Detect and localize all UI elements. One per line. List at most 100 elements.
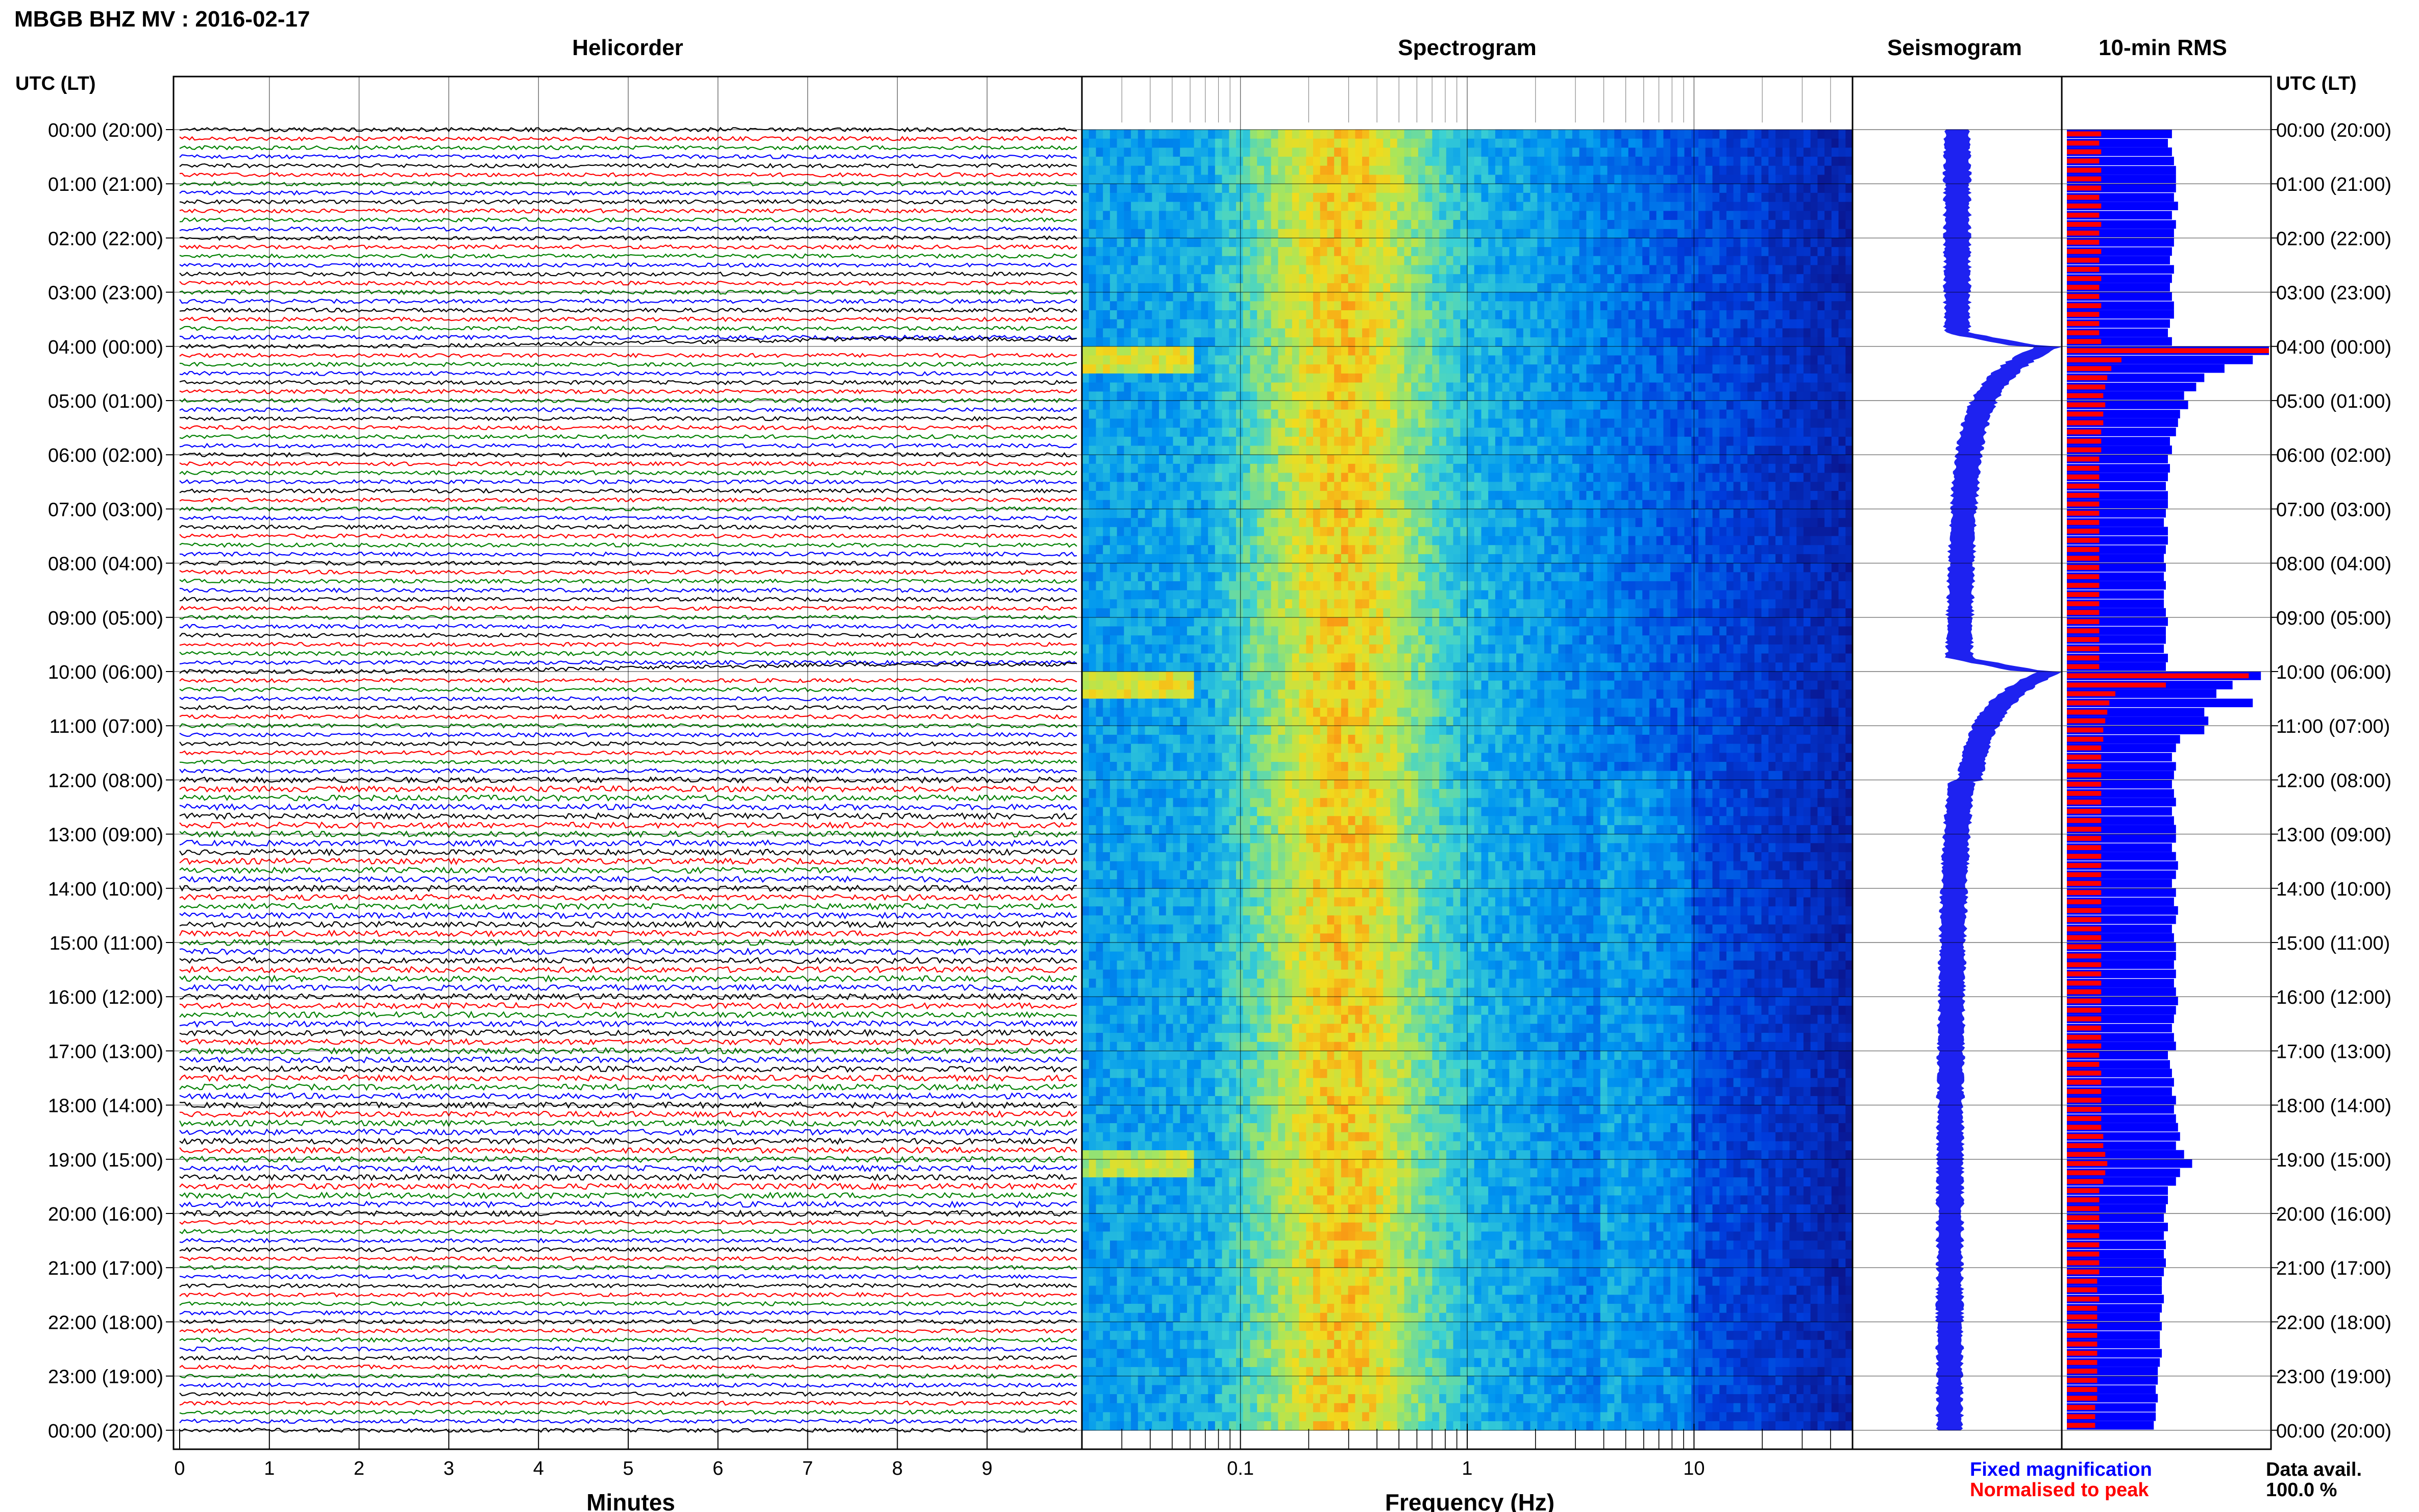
rms-bar-normalised [2067,357,2121,363]
legend-normalised: Normalised to peak [1970,1479,2149,1501]
rms-bar-normalised [2067,249,2102,254]
grid-lines [174,77,2271,1449]
rms-bar-normalised [2067,1414,2095,1419]
helicorder-title: Helicorder [572,35,683,60]
rms-bar-normalised [2067,944,2102,950]
rms-bar-normalised [2067,691,2115,697]
rms-bar-normalised [2067,1188,2100,1194]
time-label: 10:00 (06:00) [48,662,163,683]
rms-bar-normalised [2067,610,2100,615]
rms-bar-normalised [2067,393,2104,399]
time-labels-right: 00:00 (20:00) 01:00 (21:00) 02:00 (22:00) 0… [2271,120,2391,1442]
rms-bar-normalised [2067,438,2102,444]
time-label: 02:00 (22:00) [2276,228,2391,250]
rms-bar-normalised [2067,158,2100,164]
time-label: 14:00 (10:00) [48,879,163,900]
frequency-tick-label: 1 [1462,1458,1472,1479]
rms-bar-normalised [2067,935,2102,940]
minute-tick-label: 1 [264,1458,275,1479]
time-label: 09:00 (05:00) [48,608,163,629]
rms-bar-normalised [2067,1152,2106,1157]
time-label: 03:00 (23:00) [2276,283,2391,304]
rms-bar-normalised [2067,167,2102,173]
rms-bar-normalised [2067,1143,2104,1148]
time-label: 15:00 (11:00) [50,933,163,954]
time-label: 05:00 (01:00) [2276,391,2391,412]
rms-bar-normalised [2067,1170,2106,1176]
rms-bar-normalised [2067,239,2100,245]
rms-bar-normalised [2067,267,2100,272]
rms-bar-normalised [2067,718,2106,724]
rms-bar-normalised [2067,592,2100,597]
rms-bar-normalised [2067,917,2102,923]
rms-bar-normalised [2067,339,2102,344]
rms-bar-normalised [2067,772,2102,778]
minute-tick-label: 8 [892,1458,903,1479]
time-label: 21:00 (17:00) [2276,1258,2391,1279]
rms-bar-normalised [2067,1423,2095,1428]
spectrogram-title: Spectrogram [1398,35,1536,60]
rms-bar-normalised [2067,1089,2102,1094]
rms-bar-normalised [2067,745,2102,751]
rms-bar-normalised [2067,1396,2097,1401]
rms-bar-normalised [2067,285,2100,290]
rms-bar-normalised [2067,276,2102,281]
data-availability-label: Data avail. [2266,1459,2362,1480]
rms-bar-normalised [2067,700,2110,706]
time-label: 04:00 (00:00) [2276,337,2391,358]
minute-tick-label: 5 [623,1458,633,1479]
rms-bar-normalised [2067,1197,2100,1203]
time-label: 21:00 (17:00) [48,1258,163,1279]
rms-bar-normalised [2067,1125,2102,1130]
rms-bar-normalised [2067,980,2102,986]
rms-bar-normalised [2067,727,2104,733]
time-label: 13:00 (09:00) [48,825,163,846]
rms-bar-normalised [2067,890,2102,895]
rms-bar-normalised [2067,230,2100,236]
rms-bar-normalised [2067,926,2102,932]
rms-bar-normalised [2067,989,2102,995]
minute-tick-label: 2 [354,1458,364,1479]
rms-bar-normalised [2067,556,2100,561]
rms-bar-normalised [2067,673,2249,679]
rms-bar-normalised [2067,538,2100,543]
rms-bar-normalised [2067,176,2102,182]
rms-bar-normalised [2067,628,2100,634]
time-label: 20:00 (16:00) [48,1204,163,1225]
rms-bar-normalised [2067,1405,2095,1410]
minutes-axis: 0 1 2 3 4 5 6 7 8 9 [174,1429,993,1479]
time-label: 16:00 (12:00) [48,987,163,1008]
rms-bar-normalised [2067,185,2102,191]
time-label: 22:00 (18:00) [48,1312,163,1333]
rms-bar-normalised [2067,953,2102,959]
rms-bar-normalised [2067,1071,2102,1076]
rms-bar-normalised [2067,872,2102,877]
rms-bar-normalised [2067,1206,2100,1211]
rms-bar-normalised [2067,1287,2097,1293]
rms-bar-normalised [2067,1161,2108,1166]
time-label: 22:00 (18:00) [2276,1312,2391,1333]
rms-bar-normalised [2067,510,2100,516]
minute-tick-label: 3 [443,1458,454,1479]
rms-bar-normalised [2067,1251,2100,1257]
minute-tick-label: 9 [982,1458,993,1479]
rms-bar-normalised [2067,140,2100,146]
rms-bar-normalised [2067,149,2102,155]
rms-bar-normalised [2067,366,2112,371]
rms-bar-normalised [2067,203,2102,209]
rms-bar-normalised [2067,447,2102,453]
rms-bar-normalised [2067,520,2100,525]
rms-bar-normalised [2067,1387,2097,1392]
rms-title: 10-min RMS [2099,35,2227,60]
data-availability-value: 100.0 % [2266,1479,2337,1501]
rms-bar-normalised [2067,258,2100,263]
rms-bar-normalised [2067,501,2100,507]
rms-bar-normalised [2067,1034,2102,1040]
rms-bar-normalised [2067,664,2100,670]
time-label: 12:00 (08:00) [48,770,163,791]
rms-bar-normalised [2067,1025,2102,1031]
rms-bar-normalised [2067,854,2102,859]
minutes-axis-label: Minutes [586,1489,675,1512]
time-label: 17:00 (13:00) [48,1041,163,1062]
